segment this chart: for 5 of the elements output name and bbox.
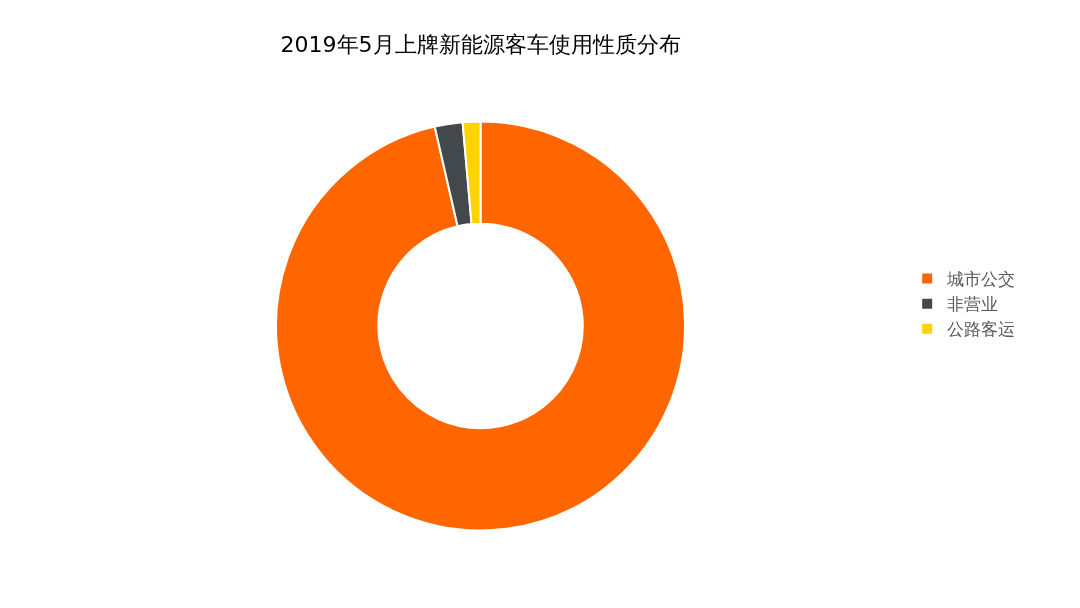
legend-label: 公路客运 [947, 319, 1016, 340]
donut-slice [275, 120, 686, 532]
chart-title: 2019年5月上牌新能源客车使用性质分布 [280, 31, 681, 57]
legend-label: 城市公交 [946, 269, 1016, 290]
legend-label: 非营业 [947, 294, 999, 315]
